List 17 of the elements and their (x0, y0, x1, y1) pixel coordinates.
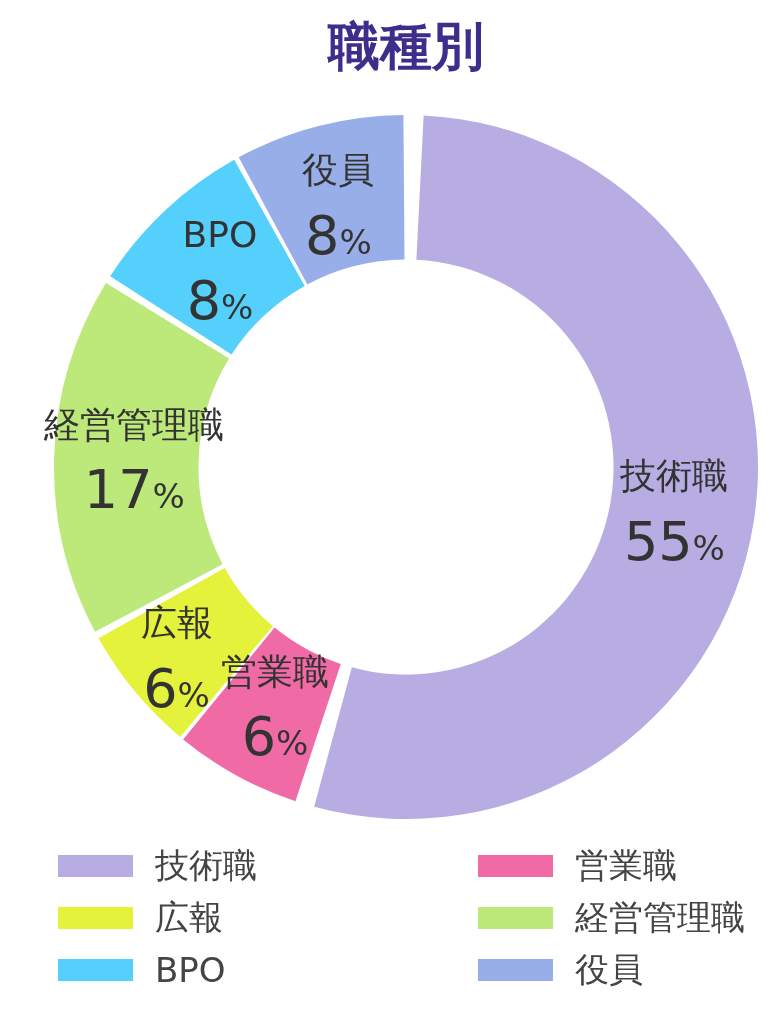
legend-label: 役員 (575, 948, 643, 991)
data-label: 8% (186, 268, 254, 332)
slice-label: 広報 (140, 602, 213, 644)
legend-label: 経営管理職 (575, 896, 745, 939)
slice-label: 技術職 (619, 454, 729, 496)
data-label: 6% (143, 656, 210, 720)
legend-label: 広報 (155, 896, 223, 939)
legend-label: 技術職 (155, 844, 257, 887)
slice-label: BPO (182, 214, 258, 256)
data-label: 55% (623, 509, 725, 573)
data-label: 6% (241, 705, 309, 769)
data-label: 17% (83, 458, 185, 522)
legend-label: BPO (155, 950, 226, 990)
slice-label: 役員 (302, 149, 375, 191)
chart-title: 職種別 (326, 15, 485, 78)
data-label: 8% (305, 203, 372, 267)
legend-label: 営業職 (575, 844, 677, 887)
